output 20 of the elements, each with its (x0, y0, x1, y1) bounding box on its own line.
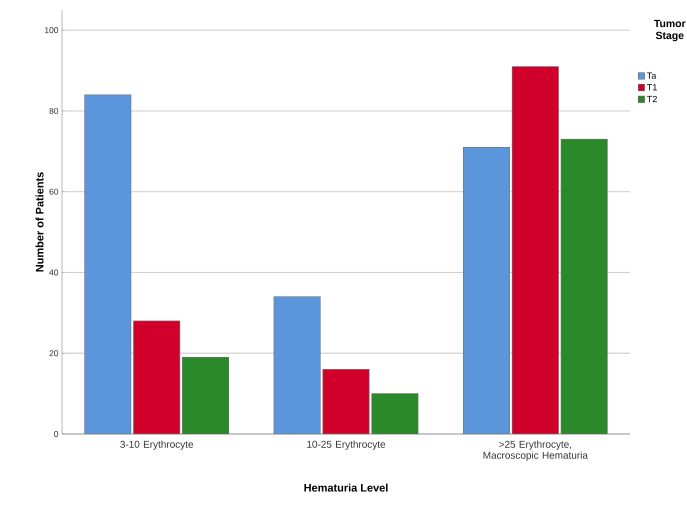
legend-label: T1 (647, 84, 657, 90)
bar (182, 356, 230, 434)
y-tick-label: 100 (45, 27, 58, 34)
x-tick-label: 3-10 Erythrocyte (120, 440, 194, 450)
x-axis-title: Hematuria Level (304, 484, 388, 492)
bar (274, 296, 321, 434)
y-tick-label: 20 (49, 350, 58, 356)
y-tick-label: 60 (50, 188, 58, 195)
y-tick-label: 0 (54, 430, 58, 437)
bar (322, 369, 370, 434)
y-tick-label: 80 (49, 108, 58, 114)
y-axis-title: Number of Patients (35, 172, 44, 272)
bar (371, 393, 418, 434)
bar (462, 146, 510, 434)
legend-title: Tumor Stage (654, 20, 686, 42)
x-tick-label: >25 Erythrocyte, Macroscopic Hematuria (484, 440, 588, 461)
legend-label: Ta (647, 72, 656, 79)
y-tick-label: 40 (49, 269, 58, 276)
x-tick-label: 10-25 Erythrocyte (307, 440, 386, 450)
legend-label: T2 (647, 96, 657, 102)
